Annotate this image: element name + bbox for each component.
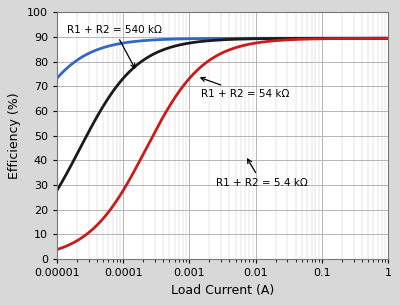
X-axis label: Load Current (A): Load Current (A) [171,284,274,297]
Y-axis label: Efficiency (%): Efficiency (%) [8,92,21,179]
Text: R1 + R2 = 54 kΩ: R1 + R2 = 54 kΩ [201,77,290,99]
Text: R1 + R2 = 5.4 kΩ: R1 + R2 = 5.4 kΩ [216,159,308,188]
Text: R1 + R2 = 540 kΩ: R1 + R2 = 540 kΩ [66,24,162,68]
